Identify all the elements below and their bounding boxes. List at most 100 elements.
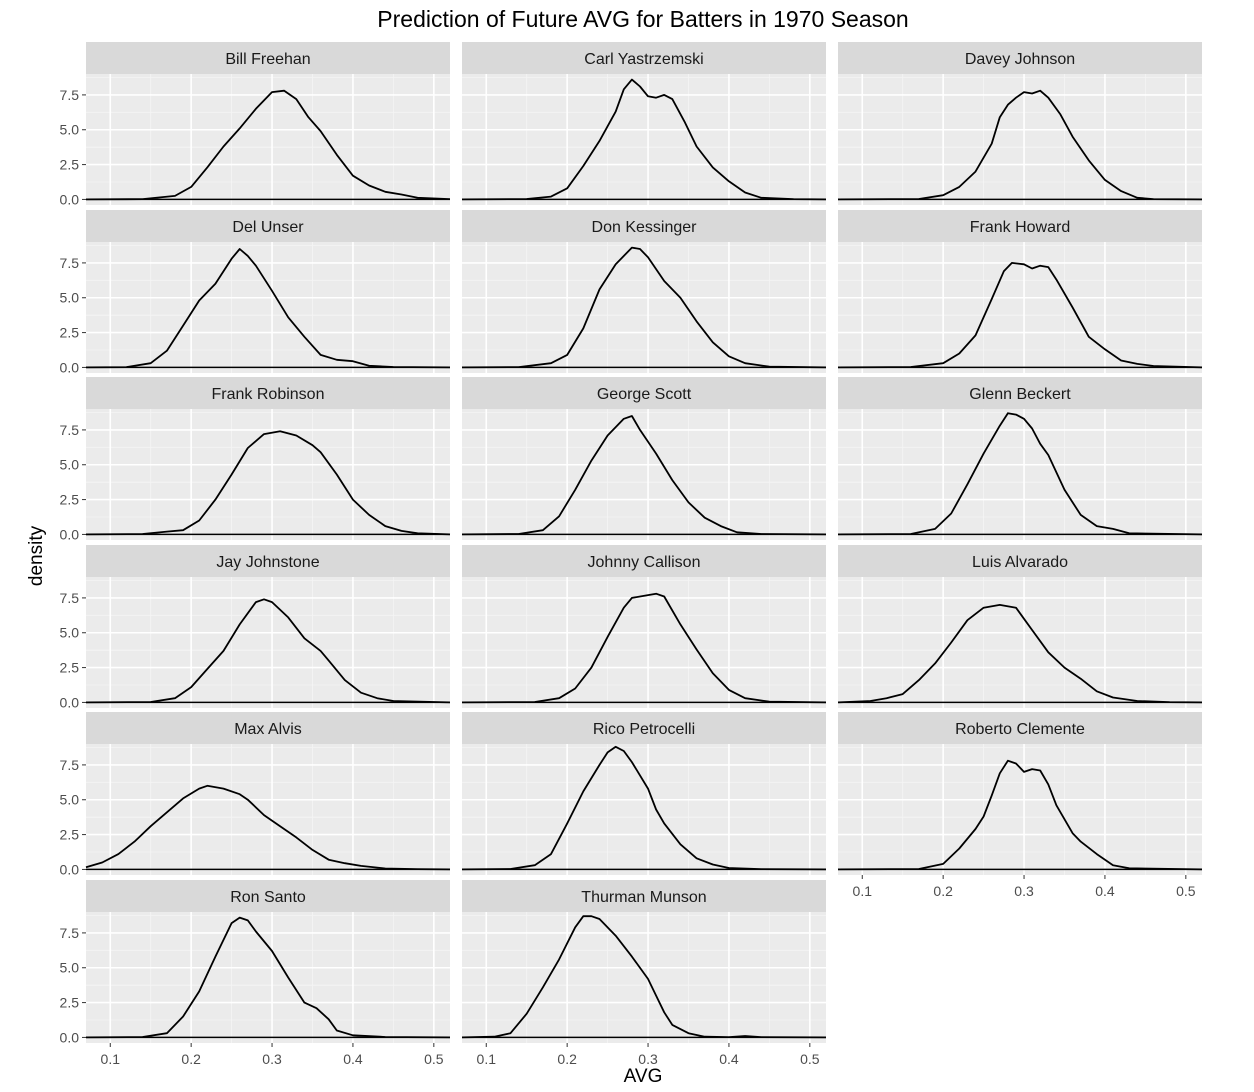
facet-panel: Roberto Clemente 0.1 0.2 0.3 0.4 0.5 [837,712,1203,899]
y-tick-label: 0.0 [60,694,80,710]
facet-strip-label: Frank Robinson [212,386,325,403]
panel-background [86,912,450,1043]
y-axis-title: density [26,525,47,586]
y-tick-label: 5.0 [60,625,80,641]
facet-strip-label: Rico Petrocelli [593,721,695,738]
y-tick-label: 7.5 [60,255,80,271]
density-curve [837,604,1203,704]
y-tick-label: 7.5 [60,590,80,606]
facet-strip [462,712,826,744]
x-tick-label: 0.3 [262,1051,282,1067]
density-curve [461,592,827,704]
density-curve [461,78,827,201]
facet-panel: Frank Howard [837,210,1203,373]
facet-panel: Ron Santo 0.0 2.5 5.0 7.5 0.1 0.2 0.3 0.4 0.5 [60,880,451,1067]
facet-panel: Del Unser 0.0 2.5 5.0 7.5 [60,210,451,375]
facet-strip [462,880,826,912]
facet-strip-label: Johnny Callison [588,554,701,571]
facet-strip-label: Del Unser [232,219,304,236]
facet-strip [86,42,450,74]
density-curve [85,598,451,704]
facet-strip [838,42,1202,74]
facet-strip-label: Max Alvis [234,721,302,738]
facet-panel: Bill Freehan 0.0 2.5 5.0 7.5 [60,42,451,207]
y-tick-label: 2.5 [60,660,80,676]
facet-strip-label: Frank Howard [970,219,1070,236]
x-tick-label: 0.1 [477,1051,497,1067]
density-curve [461,745,827,871]
x-tick-label: 0.1 [101,1051,121,1067]
x-tick-label: 0.4 [343,1051,363,1067]
y-tick-label: 7.5 [60,925,80,941]
facet-strip [838,545,1202,577]
facet-strip [838,210,1202,242]
panel-background [462,242,826,373]
facet-strip [462,377,826,409]
panel-background [462,577,826,708]
density-curve [85,916,451,1039]
facet-panel: Glenn Beckert [837,377,1203,540]
facet-panel: Don Kessinger [461,210,827,373]
y-tick-label: 0.0 [60,1029,80,1045]
density-curve [837,759,1203,871]
panel-background [462,744,826,875]
facet-panel: Rico Petrocelli [461,712,827,875]
y-tick-label: 2.5 [60,827,80,843]
density-curve [85,248,451,369]
y-tick-label: 0.0 [60,526,80,542]
facet-strip-label: George Scott [597,386,692,403]
panel-background [838,242,1202,373]
y-tick-label: 5.0 [60,792,80,808]
y-tick-label: 7.5 [60,87,80,103]
facet-strip [462,210,826,242]
panel-background [462,912,826,1043]
x-tick-label: 0.2 [181,1051,201,1067]
facet-panel: Johnny Callison [461,545,827,708]
panel-background [838,744,1202,875]
facet-strip-label: Davey Johnson [965,51,1075,68]
facet-strip [86,210,450,242]
panel-background [86,74,450,205]
y-tick-label: 7.5 [60,422,80,438]
facet-strip [462,42,826,74]
x-tick-label: 0.3 [1014,883,1034,899]
panel-background [838,577,1202,708]
x-tick-label: 0.4 [1095,883,1115,899]
x-tick-label: 0.5 [800,1051,820,1067]
y-tick-label: 7.5 [60,757,80,773]
y-tick-label: 0.0 [60,359,80,375]
x-tick-label: 0.1 [853,883,873,899]
density-curve [85,430,451,536]
x-tick-label: 0.2 [933,883,953,899]
density-curve [461,915,827,1039]
facet-panel: Luis Alvarado [837,545,1203,708]
density-curve [837,412,1203,536]
facet-strip-label: Luis Alvarado [972,554,1068,571]
facet-strip [838,377,1202,409]
density-curve [837,89,1203,201]
x-tick-label: 0.5 [1176,883,1196,899]
y-tick-label: 5.0 [60,457,80,473]
density-curve [461,415,827,536]
density-curve [85,89,451,201]
facet-panel: Thurman Munson 0.1 0.2 0.3 0.4 0.5 [461,880,827,1067]
facet-strip [86,545,450,577]
facet-strip-label: Don Kessinger [592,219,698,236]
facet-strip [838,712,1202,744]
facet-panel: Frank Robinson 0.0 2.5 5.0 7.5 [60,377,451,542]
facet-strip-label: Jay Johnstone [216,554,319,571]
density-curve [461,246,827,369]
panel-background [838,74,1202,205]
panel-background [838,409,1202,540]
y-tick-label: 2.5 [60,325,80,341]
y-tick-label: 2.5 [60,492,80,508]
panel-background [86,242,450,373]
density-curve [85,784,451,871]
x-tick-label: 0.4 [719,1051,739,1067]
facet-panels: Bill Freehan 0.0 2.5 5.0 7.5 Carl Yastrzemski… [60,42,1203,1067]
density-curve [837,261,1203,369]
panel-background [462,409,826,540]
y-tick-label: 0.0 [60,861,80,877]
facet-strip-label: Carl Yastrzemski [584,51,703,68]
